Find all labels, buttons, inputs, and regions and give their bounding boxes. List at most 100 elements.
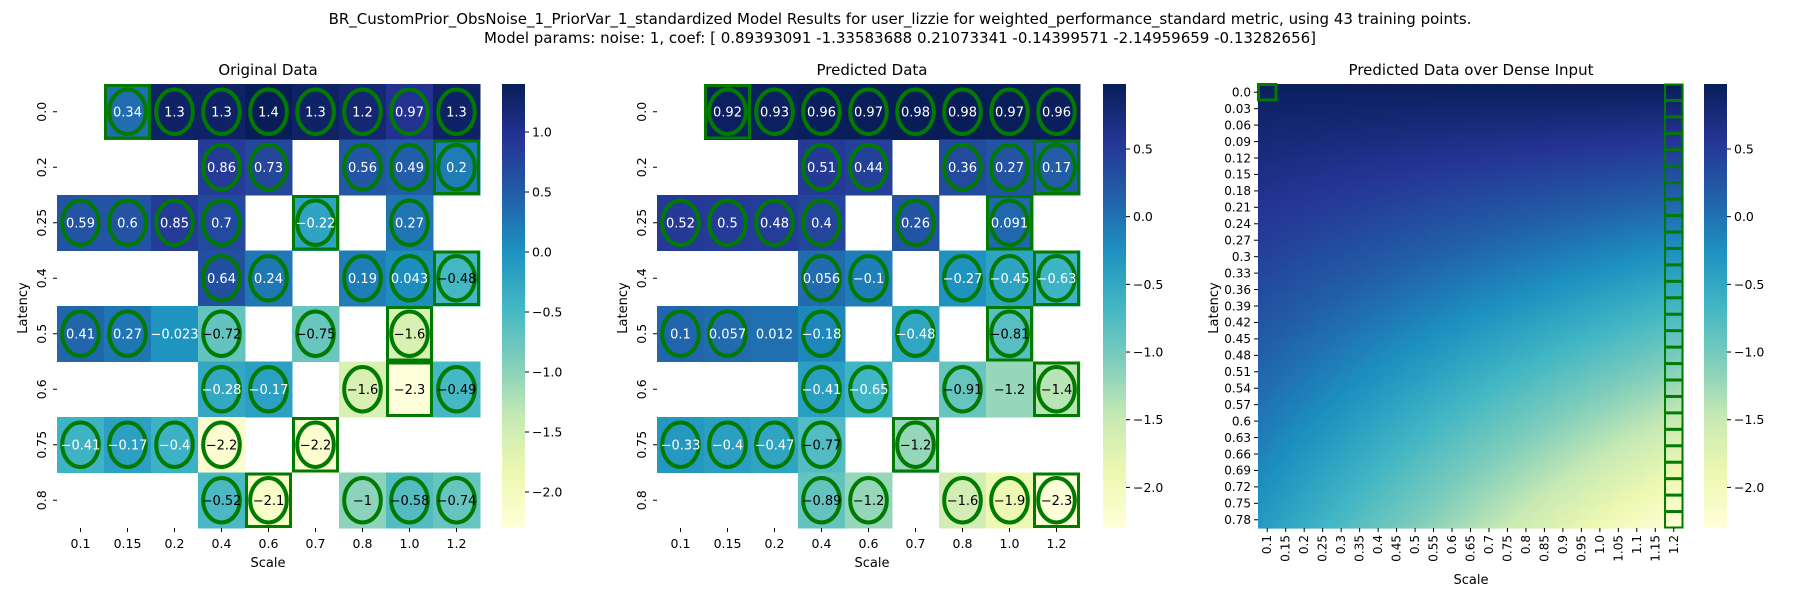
dense-heatmap-cell <box>1345 227 1351 233</box>
dense-heatmap-cell <box>1331 108 1338 114</box>
predicted-data-colorbar: 0.50.0−0.5−1.0−1.5−2.0 <box>1103 84 1163 528</box>
dense-heatmap-cell <box>1415 244 1421 250</box>
dense-heatmap-cell <box>1419 264 1425 270</box>
dense-heatmap-cell <box>1585 158 1592 163</box>
dense-heatmap-cell <box>1290 141 1296 147</box>
dense-heatmap-cell <box>1318 248 1324 254</box>
dense-heatmap-cell <box>1447 104 1453 110</box>
dense-heatmap-cell <box>1373 207 1379 213</box>
dense-heatmap-cell <box>1562 264 1569 270</box>
cell-value-label: −0.77 <box>802 438 842 453</box>
dense-heatmap-cell <box>1405 112 1412 118</box>
dense-heatmap-cell <box>1609 207 1615 213</box>
cell-value-label: 0.4 <box>811 216 832 231</box>
dense-heatmap-cell <box>1535 116 1541 122</box>
dense-heatmap-cell <box>1512 149 1518 155</box>
dense-heatmap-cell <box>1438 162 1444 167</box>
dense-heatmap-cell <box>1669 158 1675 163</box>
dense-heatmap-cell <box>1530 153 1536 159</box>
dense-heatmap-cell <box>1641 145 1647 151</box>
dense-heatmap-cell <box>1669 199 1675 204</box>
dense-heatmap-cell <box>1438 285 1444 291</box>
dense-heatmap-cell <box>1442 104 1449 110</box>
dense-heatmap-cell <box>1258 178 1264 184</box>
dense-heatmap-cell <box>1373 121 1379 126</box>
dense-heatmap-cell <box>1507 252 1513 258</box>
dense-heatmap-cell <box>1401 133 1407 139</box>
dense-heatmap-cell <box>1442 112 1449 118</box>
dense-heatmap-cell <box>1525 232 1532 237</box>
dense-heatmap-cell <box>1438 116 1444 122</box>
dense-heatmap-cell <box>1664 104 1670 110</box>
dense-heatmap-cell <box>1475 162 1481 167</box>
dense-heatmap-cell <box>1558 133 1564 139</box>
dense-heatmap-cell <box>1539 252 1546 258</box>
dense-heatmap-cell <box>1401 285 1407 291</box>
dense-heatmap-cell <box>1294 129 1301 134</box>
dense-heatmap-cell <box>1502 116 1509 122</box>
dense-heatmap-cell <box>1401 240 1407 245</box>
dense-heatmap-cell <box>1419 182 1425 188</box>
dense-heatmap-cell <box>1461 215 1467 221</box>
dense-heatmap-cell <box>1322 149 1328 155</box>
dense-heatmap-cell <box>1650 178 1656 184</box>
dense-heatmap-cell <box>1493 100 1499 106</box>
dense-heatmap-cell <box>1405 269 1412 274</box>
dense-heatmap-cell <box>1281 219 1287 225</box>
dense-heatmap-cell <box>1364 149 1370 155</box>
dense-heatmap-cell <box>1465 104 1472 110</box>
dense-heatmap-cell <box>1419 244 1425 250</box>
dense-heatmap-cell <box>1271 256 1278 262</box>
dense-heatmap-cell <box>1424 125 1430 130</box>
dense-heatmap-cell <box>1410 145 1416 151</box>
dense-heatmap-cell <box>1350 281 1356 287</box>
dense-heatmap-cell <box>1535 133 1541 139</box>
dense-heatmap-cell <box>1276 264 1282 270</box>
dense-heatmap-cell <box>1355 211 1361 217</box>
dense-heatmap-cell <box>1410 256 1416 262</box>
dense-heatmap-cell <box>1650 137 1656 143</box>
dense-heatmap-cell <box>1673 232 1679 237</box>
dense-heatmap-cell <box>1530 125 1536 130</box>
dense-heatmap-cell <box>1558 215 1564 221</box>
dense-heatmap-cell <box>1410 186 1416 192</box>
dense-heatmap-cell <box>1285 186 1291 192</box>
dense-heatmap-cell <box>1659 174 1666 180</box>
dense-heatmap-cell <box>1498 129 1504 134</box>
y-tick-label: 0.0 <box>634 102 649 122</box>
dense-heatmap-cell <box>1521 162 1527 167</box>
dense-heatmap-cell <box>1262 162 1268 167</box>
dense-heatmap-cell <box>1285 260 1291 266</box>
dense-heatmap-cell <box>1258 264 1264 270</box>
dense-heatmap-cell <box>1396 207 1402 213</box>
dense-heatmap-cell <box>1285 141 1291 147</box>
dense-heatmap-cell <box>1382 256 1388 262</box>
dense-heatmap-cell <box>1650 88 1656 93</box>
dense-heatmap-cell <box>1558 190 1564 196</box>
dense-heatmap-cell <box>1419 232 1425 237</box>
dense-heatmap-cell <box>1387 153 1393 159</box>
dense-heatmap-cell <box>1281 195 1287 200</box>
dense-heatmap-cell <box>1318 112 1324 118</box>
dense-heatmap-cell <box>1378 223 1384 229</box>
dense-heatmap-cell <box>1622 232 1629 237</box>
dense-heatmap-cell <box>1345 166 1351 171</box>
dense-heatmap-cell <box>1609 264 1615 270</box>
dense-heatmap-cell <box>1567 227 1573 233</box>
dense-heatmap-cell <box>1673 269 1679 274</box>
dense-heatmap-cell <box>1475 174 1481 180</box>
dense-heatmap-cell <box>1646 260 1652 266</box>
dense-heatmap-cell <box>1391 108 1398 114</box>
cell-value-label: 0.2 <box>446 161 467 176</box>
training-point-ellipse <box>201 309 242 358</box>
dense-heatmap-cell <box>1410 112 1416 118</box>
dense-heatmap-cell <box>1553 240 1559 245</box>
dense-heatmap-cell <box>1590 96 1596 102</box>
dense-heatmap-cell <box>1659 264 1666 270</box>
cell-value-label: −0.63 <box>1037 272 1077 287</box>
dense-heatmap-cell <box>1627 207 1633 213</box>
dense-heatmap-cell <box>1285 273 1291 278</box>
dense-heatmap-cell <box>1382 203 1388 208</box>
dense-heatmap-cell <box>1609 125 1615 130</box>
dense-heatmap-cell <box>1318 141 1324 147</box>
